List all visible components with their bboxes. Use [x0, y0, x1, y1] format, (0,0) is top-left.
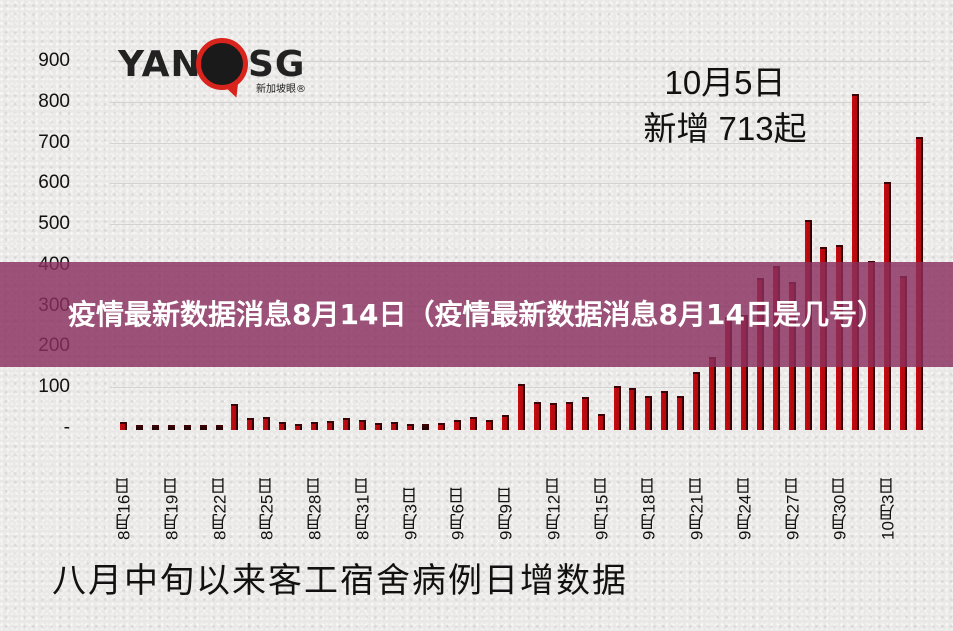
bar — [247, 417, 255, 430]
bar — [502, 414, 510, 430]
y-tick-label: 700 — [38, 131, 70, 153]
bar — [231, 403, 239, 430]
bar — [326, 421, 334, 430]
y-tick-label: 800 — [38, 90, 70, 112]
bar — [486, 419, 494, 430]
bar — [406, 423, 414, 430]
x-tick-label: 9月24日 — [735, 477, 755, 540]
x-tick-label: 9月21日 — [687, 477, 707, 540]
y-tick-label: - — [63, 417, 70, 438]
x-tick-label: 9月15日 — [592, 477, 612, 540]
bar — [342, 417, 350, 430]
bar — [613, 385, 621, 430]
bar — [852, 93, 860, 430]
bar — [263, 416, 271, 430]
logo-text-left: YAN — [118, 44, 202, 85]
x-tick-label: 9月12日 — [544, 477, 564, 540]
x-tick-label: 9月27日 — [783, 477, 803, 540]
logo-text-right: SG — [248, 44, 306, 85]
bar — [358, 419, 366, 430]
bar — [597, 413, 605, 430]
bar — [629, 388, 637, 430]
y-tick-label: 900 — [38, 50, 70, 71]
chart-caption: 八月中旬以来客工宿舍病例日增数据 — [52, 561, 628, 601]
bar — [151, 425, 159, 430]
logo-subtitle: 新加坡眼® — [256, 84, 306, 95]
x-tick-label: 9月30日 — [830, 477, 850, 540]
banner-title: 疫情最新数据消息8月14日（疫情最新数据消息8月14日是几号） — [68, 297, 885, 331]
x-tick-label: 9月6日 — [448, 487, 468, 540]
x-tick-label: 8月19日 — [162, 477, 182, 540]
location-pin-icon — [196, 38, 248, 90]
x-tick-label: 8月16日 — [114, 477, 134, 540]
y-tick-label: 500 — [38, 213, 70, 235]
bar — [533, 401, 541, 430]
annotation-count: 新增 713起 — [643, 110, 807, 147]
x-tick-label: 10月3日 — [878, 477, 898, 540]
bar — [661, 391, 669, 430]
bar — [549, 402, 557, 430]
bar — [645, 395, 653, 430]
x-tick-label: 8月22日 — [210, 477, 230, 540]
gridline — [110, 101, 930, 103]
gridline — [110, 142, 930, 144]
y-tick-label: 600 — [38, 172, 70, 194]
bar — [454, 419, 462, 430]
bar — [438, 423, 446, 430]
bar — [565, 401, 573, 430]
bar — [422, 424, 430, 430]
x-tick-label: 9月3日 — [401, 487, 421, 540]
bar — [295, 423, 303, 430]
bar — [677, 396, 685, 430]
bar — [709, 356, 717, 430]
bar — [279, 421, 287, 430]
bar — [311, 421, 319, 430]
bar — [693, 372, 701, 430]
bar — [374, 422, 382, 430]
bar — [470, 416, 478, 430]
gridline — [110, 224, 930, 226]
x-tick-label: 8月28日 — [305, 477, 325, 540]
x-tick-label: 8月25日 — [257, 477, 277, 540]
bar — [390, 421, 398, 430]
title-banner: 疫情最新数据消息8月14日（疫情最新数据消息8月14日是几号） — [0, 262, 953, 367]
bar — [199, 425, 207, 430]
location-pin-tail-icon — [225, 82, 243, 100]
bar — [581, 396, 589, 430]
annotation-date: 10月5日 — [664, 64, 786, 101]
bar — [215, 425, 223, 430]
peak-annotation: 10月5日 新增 713起 — [620, 60, 830, 152]
gridline — [110, 183, 930, 185]
x-tick-label: 9月9日 — [496, 487, 516, 540]
bar — [183, 425, 191, 430]
gridline — [110, 61, 930, 62]
bar — [135, 425, 143, 430]
x-tick-label: 8月31日 — [353, 477, 373, 540]
bar — [518, 383, 525, 430]
bar — [120, 421, 127, 430]
y-tick-label: 100 — [38, 376, 70, 398]
x-tick-label: 9月18日 — [639, 477, 659, 540]
bar — [167, 425, 175, 430]
